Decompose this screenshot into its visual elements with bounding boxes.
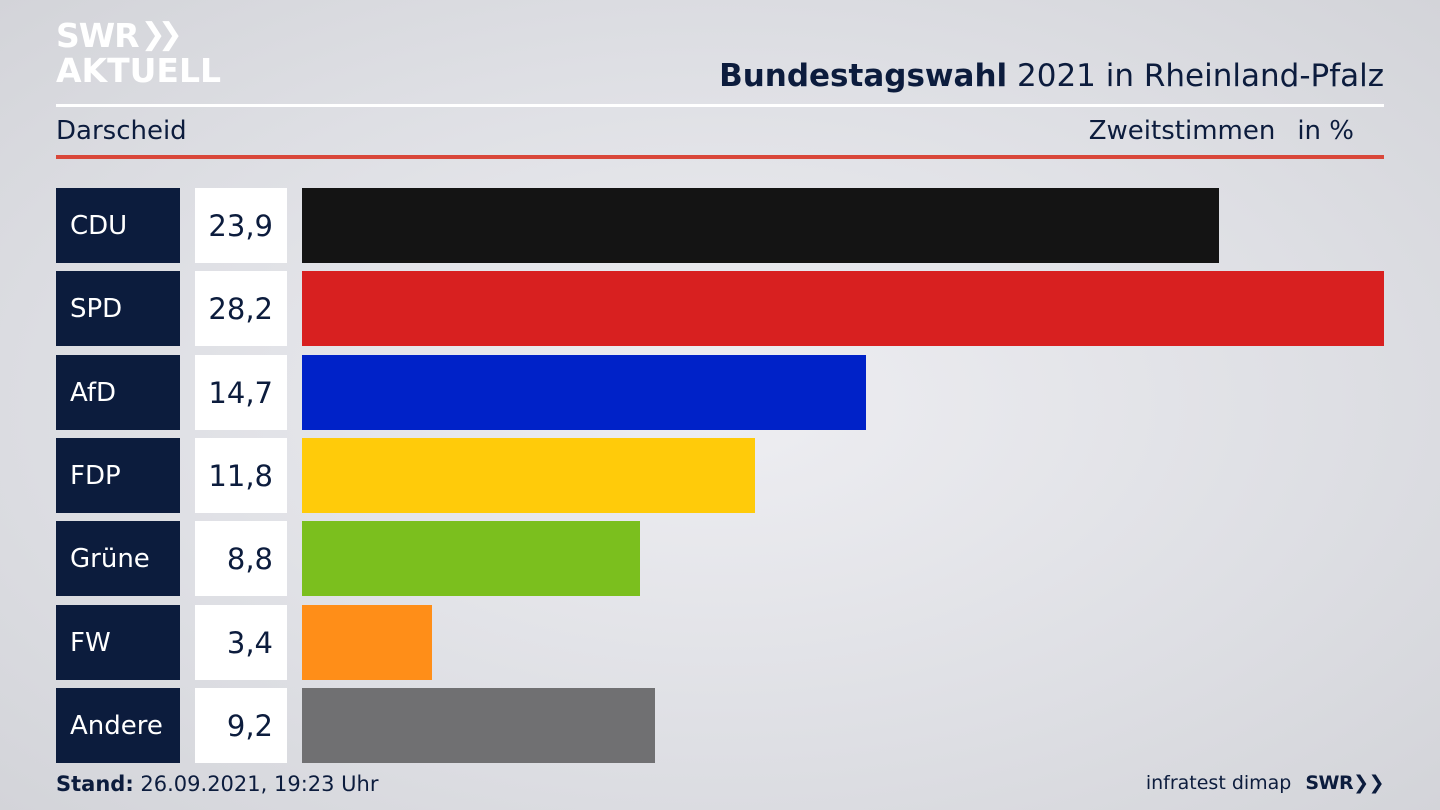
header-divider bbox=[56, 104, 1384, 107]
footer-credits: infratest dimap SWR❯❯ bbox=[1145, 772, 1385, 794]
source-credit: infratest dimap bbox=[1145, 772, 1292, 794]
bar bbox=[302, 605, 432, 680]
party-label: CDU bbox=[56, 188, 180, 263]
measure-label: Zweitstimmen in % bbox=[1089, 116, 1354, 146]
chart-title-rest: 2021 in Rheinland-Pfalz bbox=[1007, 58, 1384, 94]
value-label: 11,8 bbox=[195, 438, 287, 513]
bar bbox=[302, 188, 1219, 263]
value-label: 3,4 bbox=[195, 605, 287, 680]
bar bbox=[302, 438, 755, 513]
party-label: Grüne bbox=[56, 521, 180, 596]
value-label: 23,9 bbox=[195, 188, 287, 263]
value-label: 28,2 bbox=[195, 271, 287, 346]
swr-aktuell-logo: SWR ❯❯ AKTUELL bbox=[56, 16, 221, 90]
value-label: 8,8 bbox=[195, 521, 287, 596]
footer-swr-text: SWR bbox=[1305, 772, 1354, 794]
party-label: FW bbox=[56, 605, 180, 680]
value-label: 14,7 bbox=[195, 355, 287, 430]
party-label: AfD bbox=[56, 355, 180, 430]
party-label: SPD bbox=[56, 271, 180, 346]
bar bbox=[302, 521, 640, 596]
bar bbox=[302, 271, 1384, 346]
timestamp: Stand: 26.09.2021, 19:23 Uhr bbox=[56, 772, 379, 796]
logo-swr-text: SWR bbox=[56, 15, 140, 55]
timestamp-label: Stand: bbox=[56, 772, 134, 796]
bar bbox=[302, 355, 866, 430]
chart-title-bold: Bundestagswahl bbox=[719, 58, 1008, 94]
party-label: FDP bbox=[56, 438, 180, 513]
measure-name: Zweitstimmen bbox=[1088, 116, 1276, 146]
footer-chevron-icon: ❯❯ bbox=[1353, 772, 1384, 794]
logo-aktuell-text: AKTUELL bbox=[56, 51, 222, 90]
location-label: Darscheid bbox=[56, 116, 187, 146]
bar bbox=[302, 688, 655, 763]
timestamp-value: 26.09.2021, 19:23 Uhr bbox=[133, 772, 379, 796]
footer-swr-logo: SWR❯❯ bbox=[1305, 772, 1384, 794]
measure-unit: in % bbox=[1297, 116, 1354, 146]
accent-divider bbox=[56, 155, 1384, 159]
value-label: 9,2 bbox=[195, 688, 287, 763]
chart-title: Bundestagswahl 2021 in Rheinland-Pfalz bbox=[719, 58, 1384, 94]
party-label: Andere bbox=[56, 688, 180, 763]
